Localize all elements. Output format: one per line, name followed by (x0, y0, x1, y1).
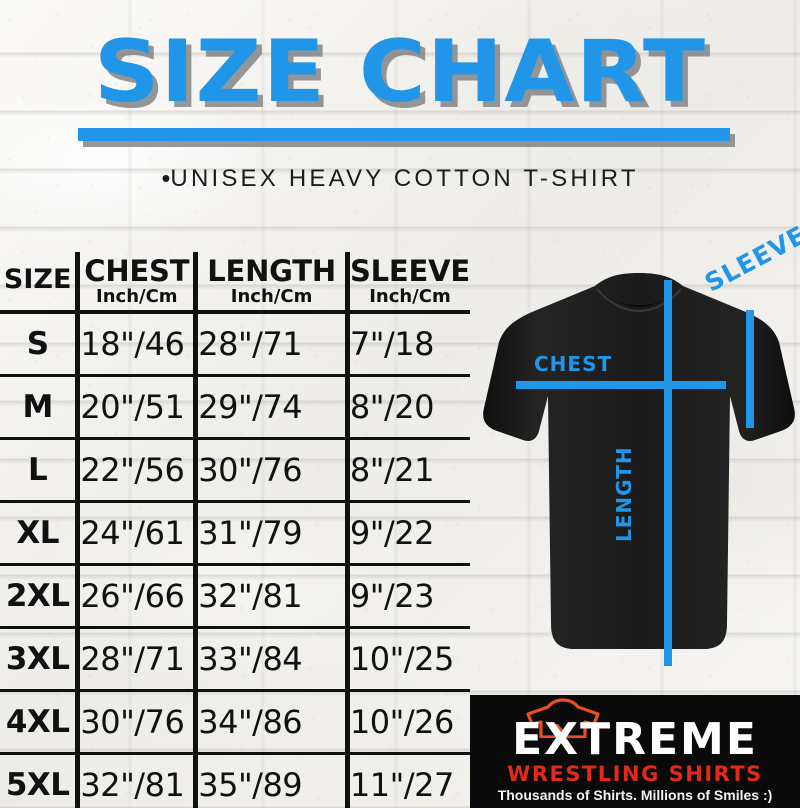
row-chest-value: 32"/81 (77, 753, 199, 808)
chest-measure-label: CHEST (534, 352, 613, 376)
table-row: 2XL 26"/66 32"/81 9"/23 (0, 564, 470, 629)
column-header-sleeve-label: SLEEVE (349, 253, 470, 288)
row-size-label: 4XL (0, 690, 81, 755)
page-subtitle: •UNISEX HEAVY COTTON T-SHIRT (0, 162, 800, 193)
row-size-label: 2XL (0, 564, 81, 629)
table-row: L 22"/56 30"/76 8"/21 (0, 438, 470, 503)
page-title: SIZE CHART (93, 22, 707, 122)
row-length-value: 30"/76 (195, 438, 350, 503)
row-length-value: 34"/86 (195, 690, 350, 755)
column-header-chest: CHEST Inch/Cm (77, 252, 199, 314)
row-chest-value: 24"/61 (77, 501, 199, 566)
row-sleeve-value: 10"/26 (347, 690, 470, 755)
table-row: M 20"/51 29"/74 8"/20 (0, 375, 470, 440)
column-header-size-label: SIZE (3, 264, 72, 295)
logo-brand-name: EXTREME (512, 714, 758, 765)
tshirt-illustration: CHEST LENGTH SLEEVE (478, 220, 800, 700)
row-sleeve-value: 7"/18 (347, 312, 470, 377)
size-chart-table: SIZE CHEST Inch/Cm LENGTH Inch/Cm SLEEVE… (0, 252, 470, 808)
table-row: S 18"/46 28"/71 7"/18 (0, 312, 470, 377)
row-chest-value: 26"/66 (77, 564, 199, 629)
tshirt-outline-icon (526, 698, 600, 738)
row-sleeve-value: 9"/22 (347, 501, 470, 566)
row-chest-value: 18"/46 (77, 312, 199, 377)
logo-tagline: Thousands of Shirts. Millions of Smiles … (497, 787, 773, 803)
row-size-label: L (0, 438, 81, 503)
logo-subbrand-name: WRESTLING SHIRTS (507, 762, 763, 786)
row-size-label: 5XL (0, 753, 81, 808)
title-underline-bar (78, 128, 730, 141)
tshirt-body-shape (483, 273, 795, 649)
column-header-length-label: LENGTH (207, 253, 336, 288)
row-chest-value: 20"/51 (77, 375, 199, 440)
row-sleeve-value: 9"/23 (347, 564, 470, 629)
row-length-value: 31"/79 (195, 501, 350, 566)
table-row: 3XL 28"/71 33"/84 10"/25 (0, 627, 470, 692)
row-sleeve-value: 8"/21 (347, 438, 470, 503)
table-row: 4XL 30"/76 34"/86 10"/26 (0, 690, 470, 755)
row-size-label: S (0, 312, 81, 377)
row-size-label: XL (0, 501, 81, 566)
subtitle-text: UNISEX HEAVY COTTON T-SHIRT (170, 165, 639, 192)
row-size-label: M (0, 375, 81, 440)
length-measure-label: LENGTH (612, 446, 636, 542)
table-header-row: SIZE CHEST Inch/Cm LENGTH Inch/Cm SLEEVE… (0, 252, 470, 314)
row-sleeve-value: 8"/20 (347, 375, 470, 440)
row-size-label: 3XL (0, 627, 81, 692)
row-length-value: 32"/81 (195, 564, 350, 629)
row-sleeve-value: 10"/25 (347, 627, 470, 692)
title-block: SIZE CHART (0, 26, 800, 118)
column-header-length: LENGTH Inch/Cm (195, 252, 350, 314)
bullet-icon: • (161, 163, 171, 193)
row-chest-value: 22"/56 (77, 438, 199, 503)
row-length-value: 29"/74 (195, 375, 350, 440)
table-row: 5XL 32"/81 35"/89 11"/27 (0, 753, 470, 808)
row-sleeve-value: 11"/27 (349, 766, 454, 804)
row-chest-value: 30"/76 (77, 690, 199, 755)
row-length-value: 28"/71 (195, 312, 350, 377)
table-row: XL 24"/61 31"/79 9"/22 (0, 501, 470, 566)
column-header-size: SIZE (0, 252, 81, 314)
column-header-sleeve-unit: Inch/Cm (369, 285, 451, 307)
column-header-length-unit: Inch/Cm (230, 285, 313, 307)
column-header-chest-label: CHEST (84, 253, 190, 288)
column-header-sleeve: SLEEVE Inch/Cm (347, 252, 470, 314)
brand-logo: EXTREME WRESTLING SHIRTS Thousands of Sh… (470, 695, 800, 808)
row-chest-value: 28"/71 (77, 627, 199, 692)
row-length-value: 35"/89 (195, 753, 350, 808)
row-length-value: 33"/84 (195, 627, 350, 692)
column-header-chest-unit: Inch/Cm (96, 285, 178, 307)
tshirt-svg (483, 273, 795, 666)
